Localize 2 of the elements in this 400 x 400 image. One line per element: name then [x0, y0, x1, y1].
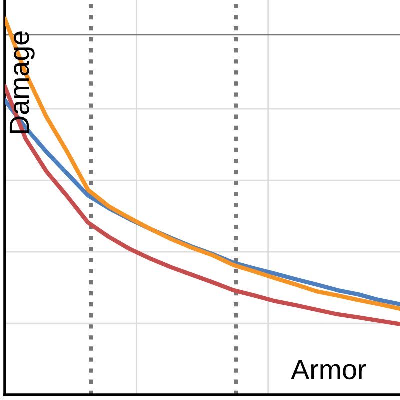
y-axis-title: Damage	[10, 32, 35, 134]
x-axis-title: Armor	[291, 360, 366, 380]
